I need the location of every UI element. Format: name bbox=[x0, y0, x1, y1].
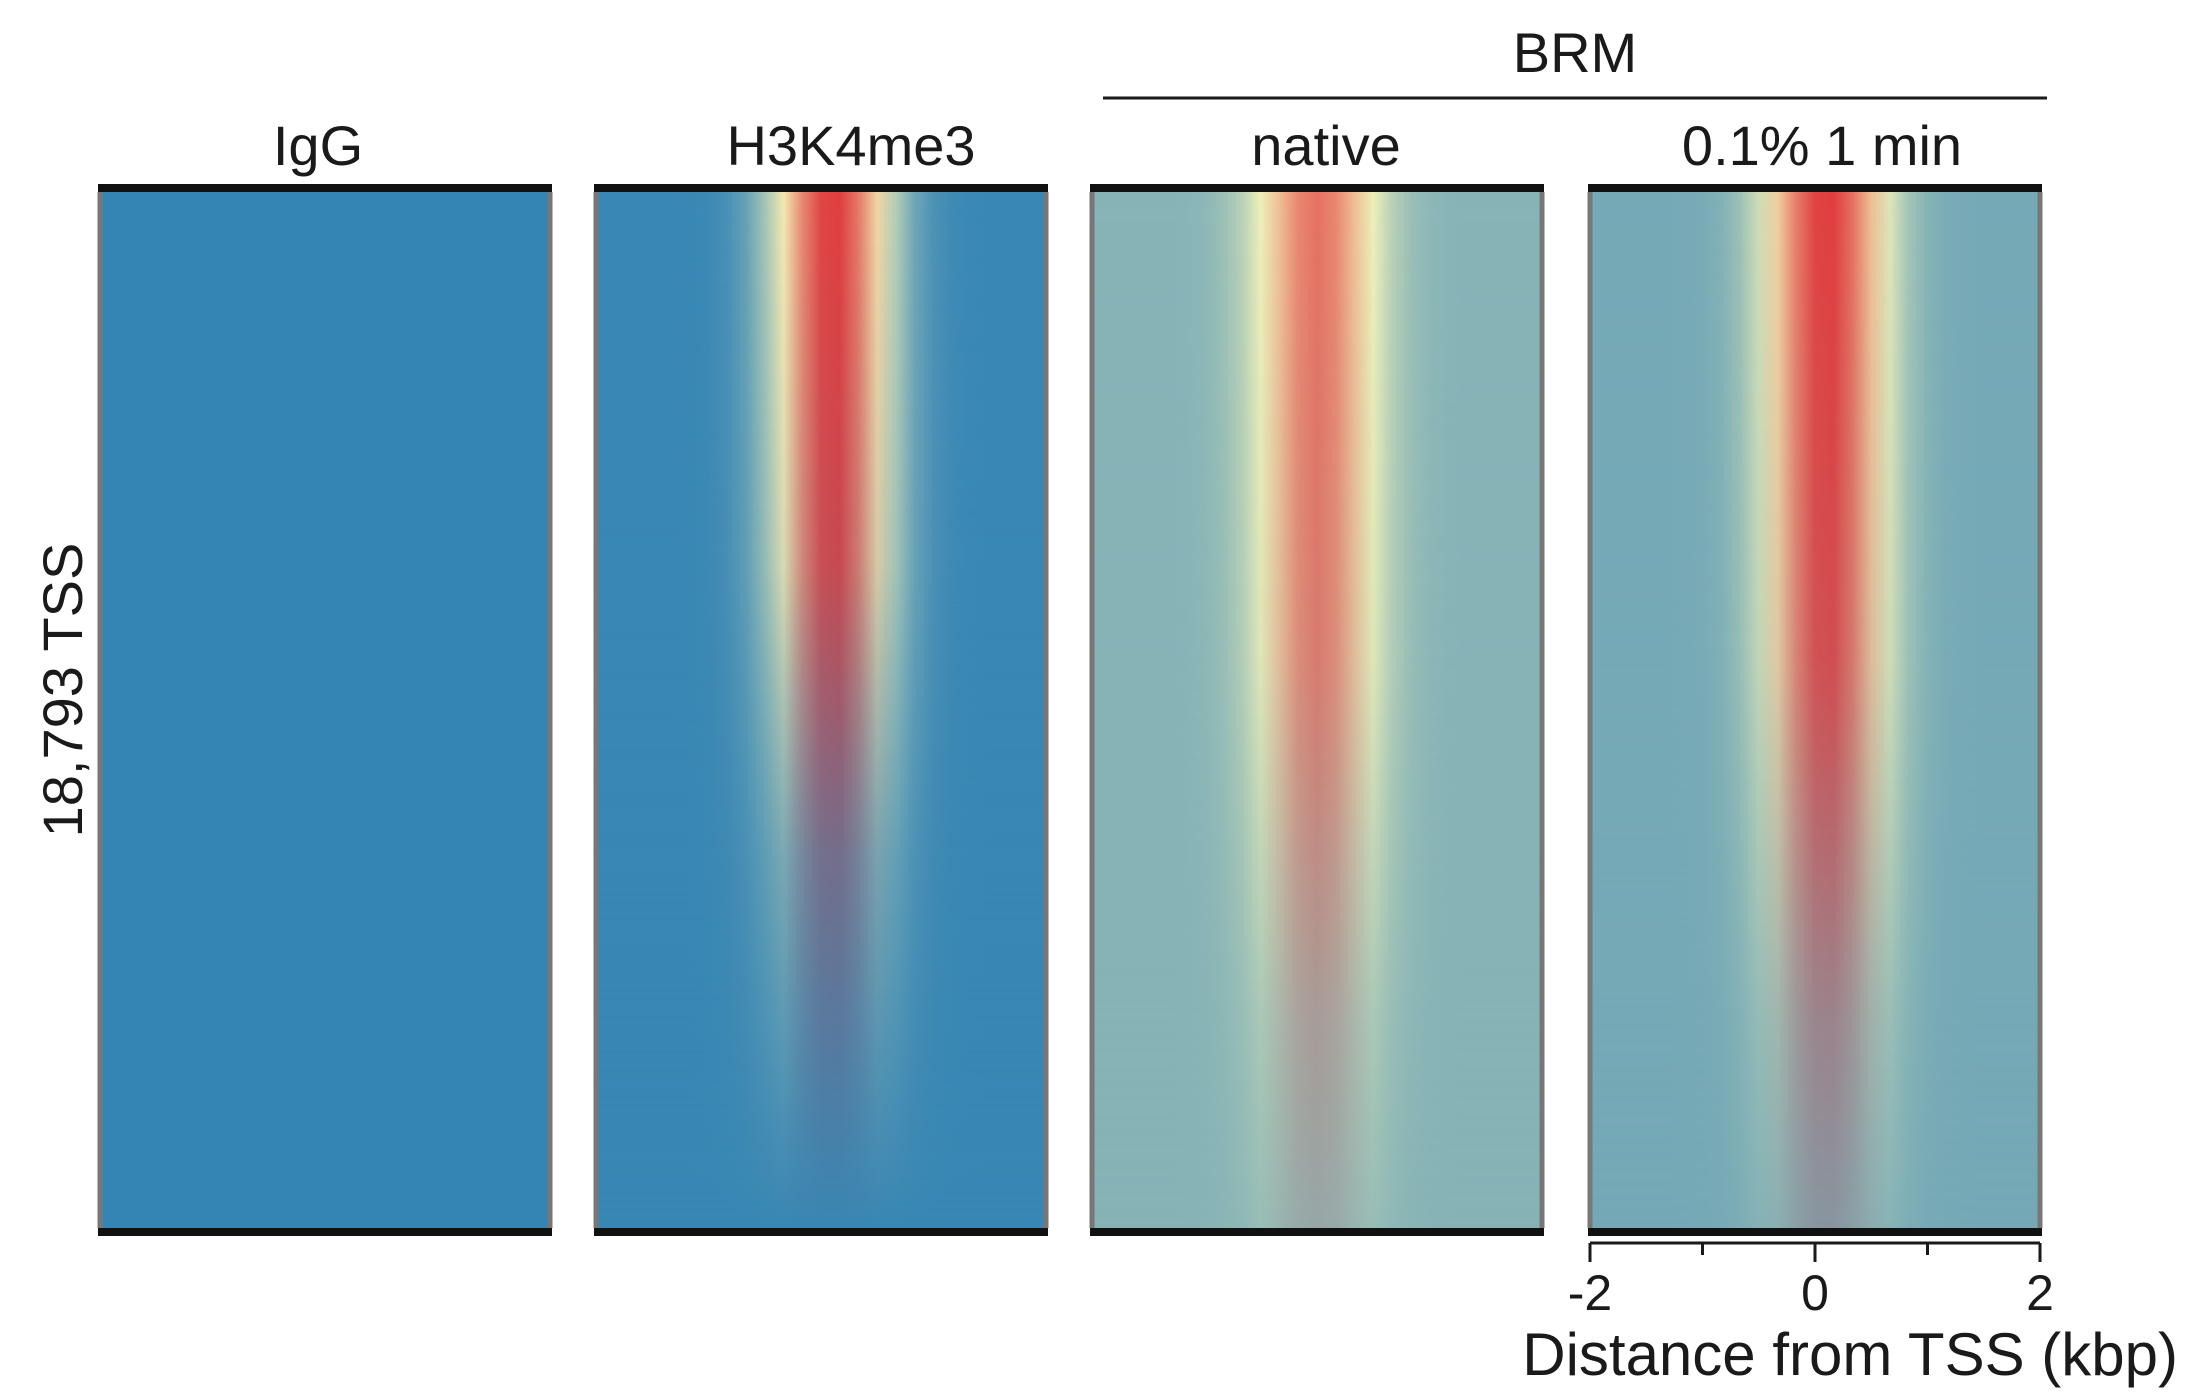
panel-top-bar bbox=[1588, 184, 2042, 192]
panel-top-bar bbox=[594, 184, 1048, 192]
panel-bottom-bar bbox=[98, 1228, 552, 1236]
heatmap-signal-h3k4me3 bbox=[596, 192, 1046, 1228]
x-axis: -2 0 2 bbox=[1568, 1241, 2054, 1321]
heatmap-panel-native bbox=[1089, 184, 1545, 1236]
y-axis-label: 18,793 TSS bbox=[31, 543, 94, 838]
panel-title-brm-treated: 0.1% 1 min bbox=[1682, 114, 1962, 177]
panel-title-igg: IgG bbox=[273, 114, 363, 177]
panel-top-bar bbox=[1090, 184, 1544, 192]
x-tick-label: 2 bbox=[2026, 1265, 2054, 1321]
x-tick-label: -2 bbox=[1568, 1265, 1612, 1321]
panel-bottom-bar bbox=[594, 1228, 1048, 1236]
heatmap-panel-h3k4me3 bbox=[593, 184, 1049, 1236]
heatmap-background-igg bbox=[100, 192, 550, 1228]
heatmap-panels bbox=[97, 184, 2043, 1236]
panel-bottom-bar bbox=[1090, 1228, 1544, 1236]
heatmap-signal-0-1-1-min bbox=[1590, 192, 2040, 1228]
heatmap-panel-0-1-1-min bbox=[1587, 184, 2043, 1236]
panel-title-h3k4me3: H3K4me3 bbox=[726, 114, 975, 177]
group-label-brm: BRM bbox=[1513, 21, 1637, 84]
panel-title-native: native bbox=[1251, 114, 1400, 177]
panel-bottom-bar bbox=[1588, 1228, 2042, 1236]
heatmap-signal-native bbox=[1092, 192, 1542, 1228]
heatmap-panel-igg bbox=[97, 184, 553, 1236]
x-tick-label: 0 bbox=[1801, 1265, 1829, 1321]
panel-top-bar bbox=[98, 184, 552, 192]
x-axis-label: Distance from TSS (kbp) bbox=[1522, 1321, 2178, 1388]
